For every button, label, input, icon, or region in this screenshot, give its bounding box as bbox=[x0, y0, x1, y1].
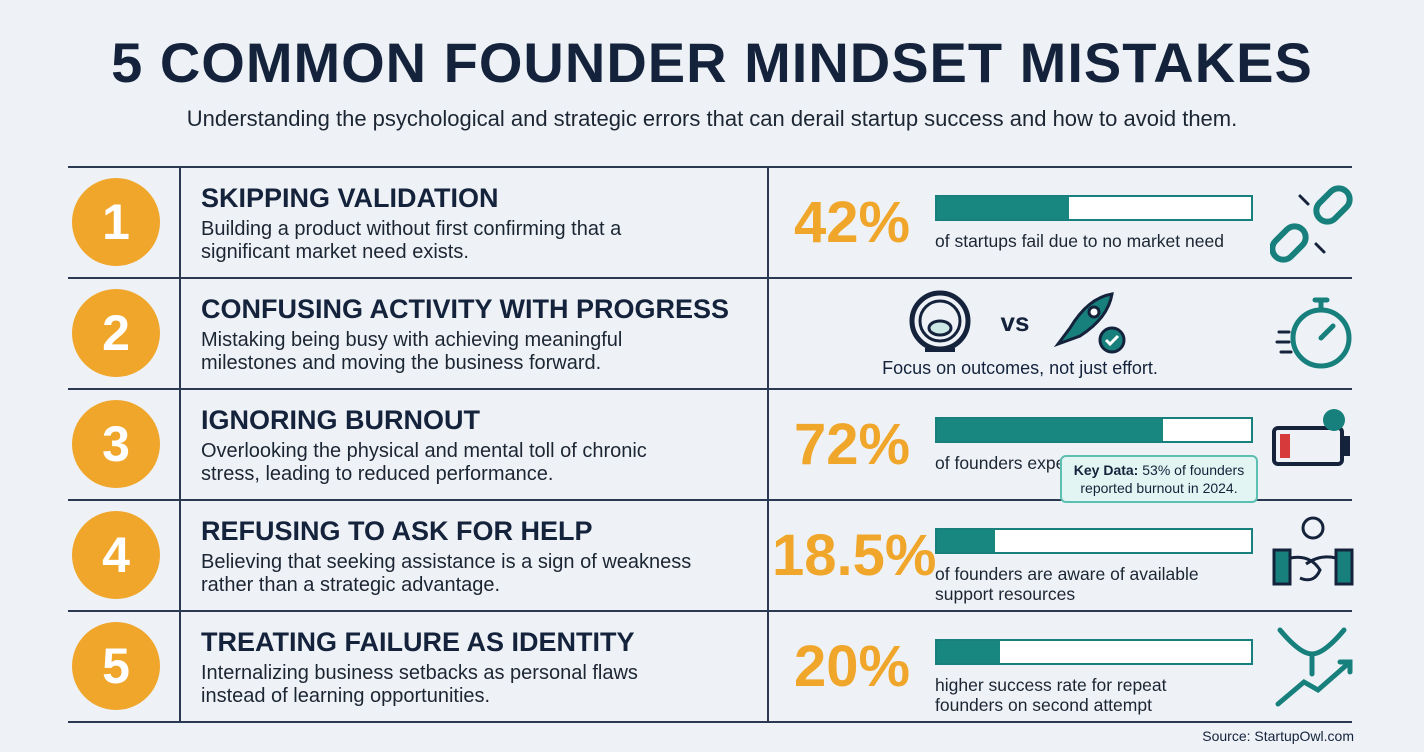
battery-icon bbox=[1272, 409, 1350, 466]
column-divider bbox=[179, 167, 181, 723]
mistake-title: SKIPPING VALIDATION bbox=[201, 183, 499, 213]
mistake-title: CONFUSING ACTIVITY WITH PROGRESS bbox=[201, 294, 730, 324]
row-border bbox=[68, 499, 1352, 501]
phoenix-icon bbox=[1275, 627, 1353, 707]
stat-value: 42% bbox=[793, 190, 911, 255]
row-border bbox=[68, 721, 1352, 723]
hamster-wheel-icon bbox=[909, 290, 971, 352]
column-divider bbox=[767, 167, 769, 723]
stat-caption: higher success rate for repeat founders … bbox=[935, 675, 1167, 715]
stat-bar bbox=[937, 641, 1000, 663]
mistake-description: Overlooking the physical and mental toll… bbox=[201, 440, 647, 485]
mistake-title: TREATING FAILURE AS IDENTITY bbox=[201, 627, 635, 657]
stat-caption: of startups fail due to no market need bbox=[935, 231, 1224, 251]
stopwatch-icon bbox=[1275, 297, 1352, 369]
source: Source: StartupOwl.com bbox=[1202, 728, 1354, 744]
handshake-icon bbox=[1272, 516, 1354, 586]
rocket-icon bbox=[1053, 292, 1126, 354]
mistake-description: Building a product without first confirm… bbox=[201, 218, 622, 263]
table-border bbox=[68, 166, 1352, 168]
mistake-description: Internalizing business setbacks as perso… bbox=[201, 662, 638, 707]
comparison-caption: Focus on outcomes, not just effort. bbox=[882, 358, 1158, 378]
step-number: 3 bbox=[72, 400, 160, 488]
stat-bar-track bbox=[935, 528, 1253, 554]
stat-bar bbox=[937, 197, 1069, 219]
callout-text: 53% of founders reported burnout in 2024… bbox=[1080, 462, 1245, 496]
step-number: 1 bbox=[72, 178, 160, 266]
step-number: 5 bbox=[72, 622, 160, 710]
step-number: 2 bbox=[72, 289, 160, 377]
broken-chain-icon bbox=[1270, 185, 1353, 263]
stat-bar-track bbox=[935, 639, 1253, 665]
mistake-description: Believing that seeking assistance is a s… bbox=[201, 551, 692, 596]
row-border bbox=[68, 388, 1352, 390]
row-border bbox=[68, 610, 1352, 612]
mistake-title: IGNORING BURNOUT bbox=[201, 405, 480, 435]
mistake-title: REFUSING TO ASK FOR HELP bbox=[201, 516, 593, 546]
stat-bar-track bbox=[935, 195, 1253, 221]
callout-label: Key Data: bbox=[1073, 462, 1139, 478]
stat-bar bbox=[937, 530, 996, 552]
vs-label: vs bbox=[1000, 307, 1030, 337]
step-number: 4 bbox=[72, 511, 160, 599]
title: 5 COMMON FOUNDER MINDSET MISTAKES bbox=[111, 31, 1313, 94]
stat-caption: of founders are aware of available suppo… bbox=[935, 564, 1199, 604]
stat-bar-track bbox=[935, 417, 1253, 443]
mistake-description: Mistaking being busy with achieving mean… bbox=[201, 329, 623, 374]
subtitle: Understanding the psychological and stra… bbox=[186, 106, 1238, 131]
stat-value: 18.5% bbox=[772, 523, 937, 588]
stat-value: 20% bbox=[793, 634, 911, 699]
row-border bbox=[68, 277, 1352, 279]
key-data-callout: Key Data: 53% of founders reported burno… bbox=[1060, 455, 1258, 503]
stat-value: 72% bbox=[793, 412, 911, 477]
stat-bar bbox=[937, 419, 1164, 441]
